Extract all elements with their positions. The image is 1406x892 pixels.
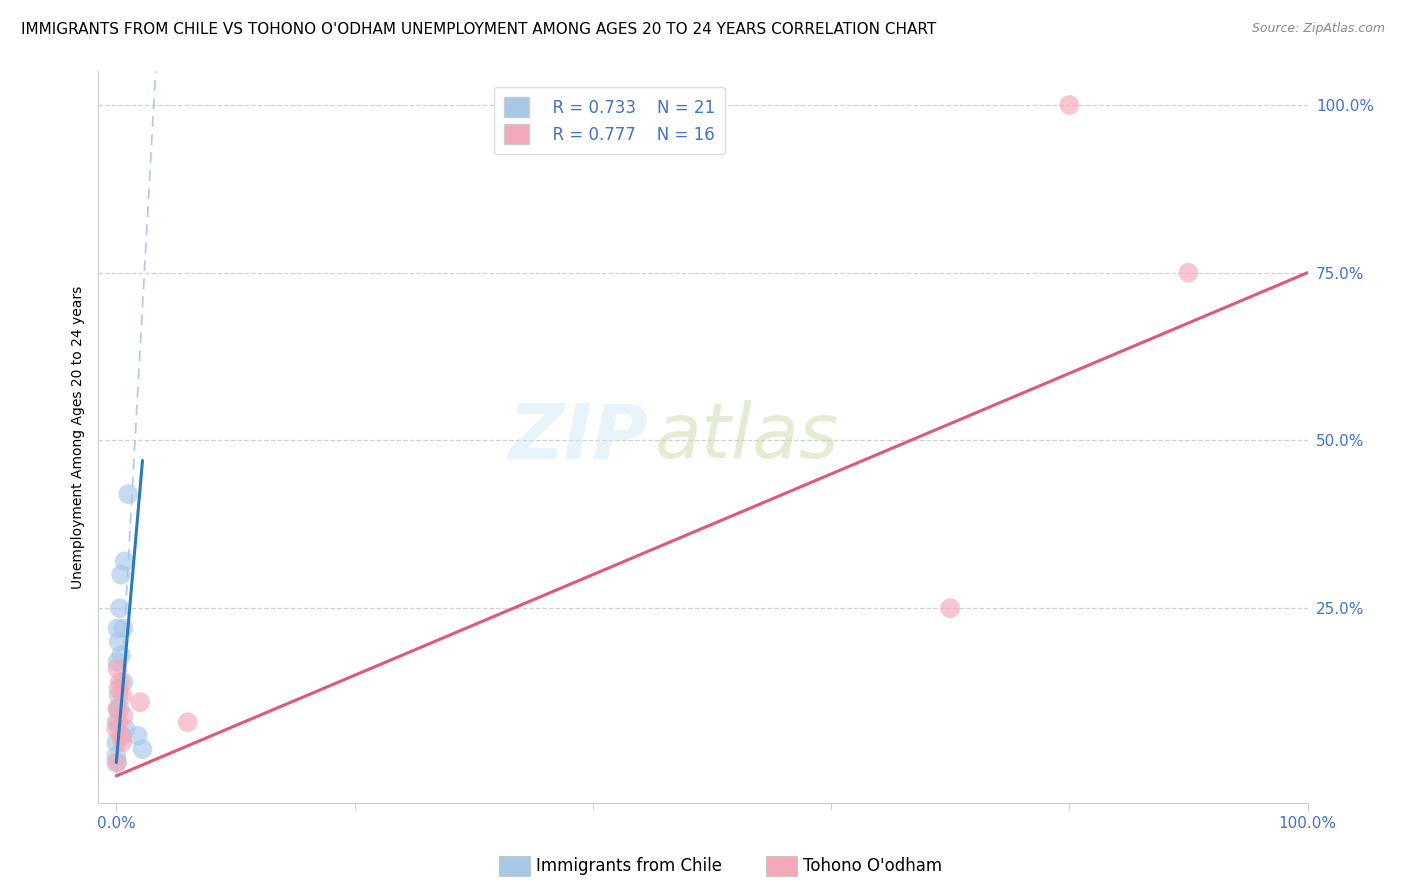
- Point: [108, 675, 131, 690]
- Point: [114, 722, 136, 736]
- Point: [107, 621, 129, 635]
- Point: [117, 487, 139, 501]
- Point: [107, 655, 129, 669]
- Text: ZIP: ZIP: [509, 401, 648, 474]
- Point: [110, 648, 132, 662]
- Point: [107, 715, 129, 730]
- Point: [1059, 98, 1081, 112]
- Point: [111, 729, 134, 743]
- Point: [107, 756, 129, 770]
- Point: [1177, 266, 1199, 280]
- Point: [177, 715, 200, 730]
- Y-axis label: Unemployment Among Ages 20 to 24 years: Unemployment Among Ages 20 to 24 years: [70, 285, 84, 589]
- Point: [110, 729, 132, 743]
- Text: Tohono O'odham: Tohono O'odham: [803, 857, 942, 875]
- Legend:   R = 0.733    N = 21,   R = 0.777    N = 16: R = 0.733 N = 21, R = 0.777 N = 16: [494, 87, 725, 154]
- Point: [107, 689, 129, 703]
- Point: [105, 735, 128, 749]
- Point: [112, 621, 135, 635]
- Point: [105, 756, 128, 770]
- Text: Immigrants from Chile: Immigrants from Chile: [536, 857, 721, 875]
- Point: [110, 567, 132, 582]
- Point: [107, 702, 129, 716]
- Text: IMMIGRANTS FROM CHILE VS TOHONO O'ODHAM UNEMPLOYMENT AMONG AGES 20 TO 24 YEARS C: IMMIGRANTS FROM CHILE VS TOHONO O'ODHAM …: [21, 22, 936, 37]
- Point: [108, 702, 131, 716]
- Point: [107, 634, 129, 648]
- Point: [112, 675, 135, 690]
- Point: [105, 748, 128, 763]
- Point: [111, 735, 134, 749]
- Point: [129, 695, 152, 709]
- Point: [107, 681, 129, 696]
- Point: [105, 722, 128, 736]
- Text: Source: ZipAtlas.com: Source: ZipAtlas.com: [1251, 22, 1385, 36]
- Point: [939, 601, 962, 615]
- Point: [127, 729, 149, 743]
- Point: [107, 662, 129, 676]
- Point: [131, 742, 153, 756]
- Point: [114, 554, 136, 568]
- Point: [108, 601, 131, 615]
- Point: [112, 708, 135, 723]
- Point: [111, 689, 134, 703]
- Point: [105, 715, 128, 730]
- Text: atlas: atlas: [655, 401, 839, 474]
- Point: [107, 702, 129, 716]
